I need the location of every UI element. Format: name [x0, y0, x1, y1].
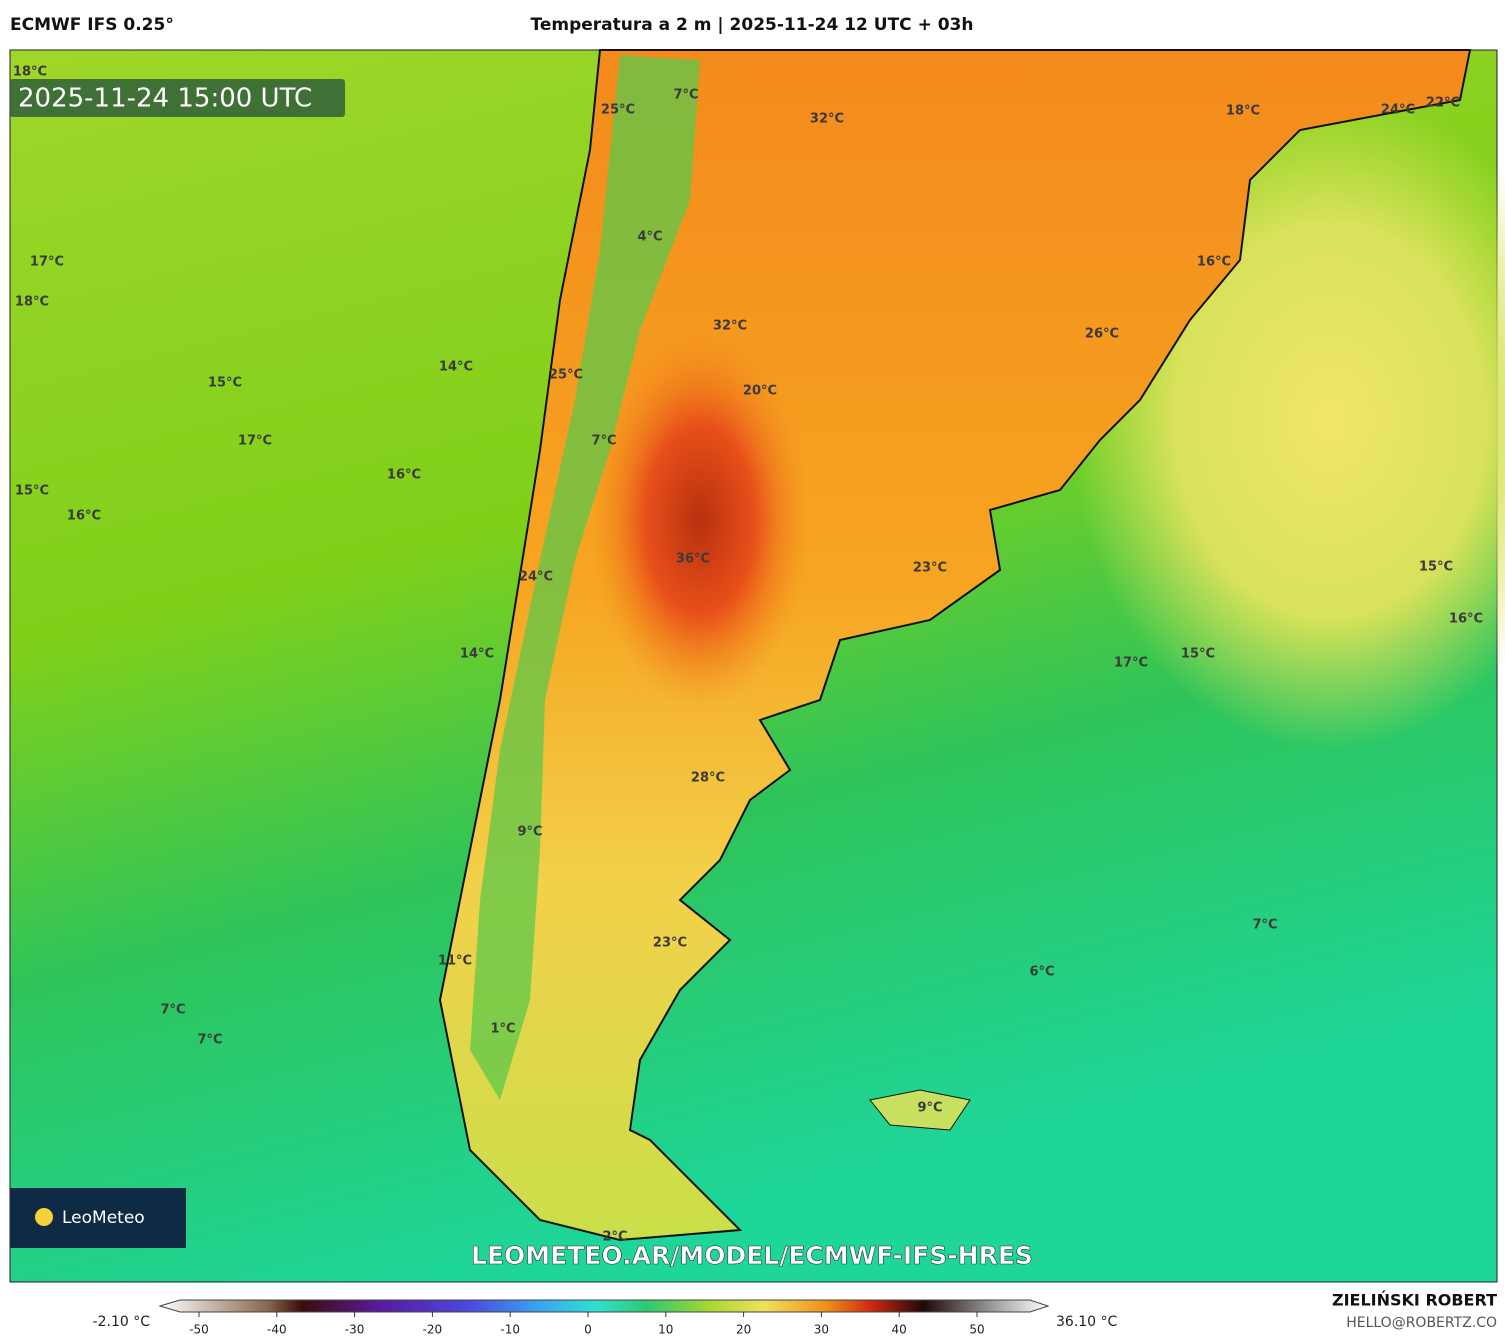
- map-title: Temperatura a 2 m | 2025-11-24 12 UTC + …: [531, 15, 974, 35]
- logo-sun: [35, 1208, 53, 1226]
- colorbar-ticks: -50 -40 -30 -20 -10 0 10 20 30 40 50: [189, 1312, 985, 1337]
- colorbar-min: -2.10 °C: [93, 1314, 151, 1330]
- andes: [470, 55, 700, 1100]
- colorbar-tick-label: -40: [267, 1323, 287, 1337]
- temp-label: 36°C: [676, 552, 710, 567]
- temp-label: 7°C: [1252, 918, 1277, 933]
- temp-label: 16°C: [1197, 255, 1231, 270]
- author: ZIELIŃSKI ROBERT: [1332, 1291, 1497, 1310]
- colorbar-tick-label: 50: [969, 1323, 984, 1337]
- timestamp-box: [10, 79, 345, 117]
- temp-label: 26°C: [1085, 327, 1119, 342]
- temp-label: 15°C: [1181, 647, 1215, 662]
- temp-label: 23°C: [913, 561, 947, 576]
- temp-label: 24°C: [519, 570, 553, 585]
- temp-label: 15°C: [1419, 560, 1453, 575]
- temp-label: 32°C: [810, 112, 844, 127]
- temp-label: 20°C: [743, 384, 777, 399]
- temp-label: 22°C: [1426, 96, 1460, 111]
- logo: LeoMeteo: [62, 1208, 145, 1228]
- temp-label: 16°C: [387, 468, 421, 483]
- temp-label: 7°C: [197, 1033, 222, 1048]
- temp-label: 18°C: [13, 65, 47, 80]
- colorbar-tick-label: 20: [736, 1323, 751, 1337]
- model-name: ECMWF IFS 0.25°: [10, 15, 174, 35]
- temp-label: 15°C: [208, 376, 242, 391]
- colorbar-max: 36.10 °C: [1056, 1314, 1118, 1330]
- temp-label: 32°C: [713, 319, 747, 334]
- temp-label: 6°C: [1029, 965, 1054, 980]
- colorbar-tick-label: 0: [584, 1323, 592, 1337]
- temperature-labels: 18°C 25°C 7°C 32°C 18°C 24°C 22°C 17°C 18°C 4°C 16…: [13, 65, 1483, 1245]
- colorbar-tick-label: -50: [189, 1323, 209, 1337]
- source-url: LEOMETEO.AR/MODEL/ECMWF-IFS-HRES: [471, 1241, 1033, 1270]
- temp-label: 7°C: [673, 88, 698, 103]
- temp-label: 18°C: [1226, 104, 1260, 119]
- timestamp: 2025-11-24 15:00 UTC: [18, 84, 312, 114]
- colorbar-tick-label: 40: [892, 1323, 907, 1337]
- temp-label: 14°C: [439, 360, 473, 375]
- colorbar-tick-label: -10: [500, 1323, 520, 1337]
- temp-label: 9°C: [517, 825, 542, 840]
- temp-label: 14°C: [460, 647, 494, 662]
- colorbar-tick-label: -20: [423, 1323, 443, 1337]
- temp-label: 4°C: [637, 230, 662, 245]
- temp-label: 16°C: [67, 509, 101, 524]
- temp-label: 1°C: [490, 1022, 515, 1037]
- temp-label: 25°C: [549, 368, 583, 383]
- temp-label: 17°C: [1114, 656, 1148, 671]
- temp-label: 16°C: [1449, 612, 1483, 627]
- temp-label: 11°C: [438, 954, 472, 969]
- colorbar-tick-label: 10: [658, 1323, 673, 1337]
- temp-label: 2°C: [602, 1230, 627, 1245]
- temp-label: 25°C: [601, 103, 635, 118]
- map: [9, 49, 1505, 1283]
- email: HELLO@ROBERTZ.CO: [1346, 1315, 1497, 1331]
- temp-label: 15°C: [15, 484, 49, 499]
- temp-label: 7°C: [160, 1003, 185, 1018]
- temp-label: 7°C: [591, 434, 616, 449]
- colorbar-tick-label: 30: [814, 1323, 829, 1337]
- temp-label: 9°C: [917, 1101, 942, 1116]
- islands: [869, 1089, 971, 1131]
- temp-label: 18°C: [15, 295, 49, 310]
- temp-label: 17°C: [238, 434, 272, 449]
- temp-label: 24°C: [1381, 103, 1415, 118]
- heat-core: [590, 330, 810, 710]
- colorbar: [158, 1299, 1050, 1313]
- temp-label: 23°C: [653, 936, 687, 951]
- temp-label: 28°C: [691, 771, 725, 786]
- colorbar-tick-label: -30: [345, 1323, 365, 1337]
- temp-label: 17°C: [30, 255, 64, 270]
